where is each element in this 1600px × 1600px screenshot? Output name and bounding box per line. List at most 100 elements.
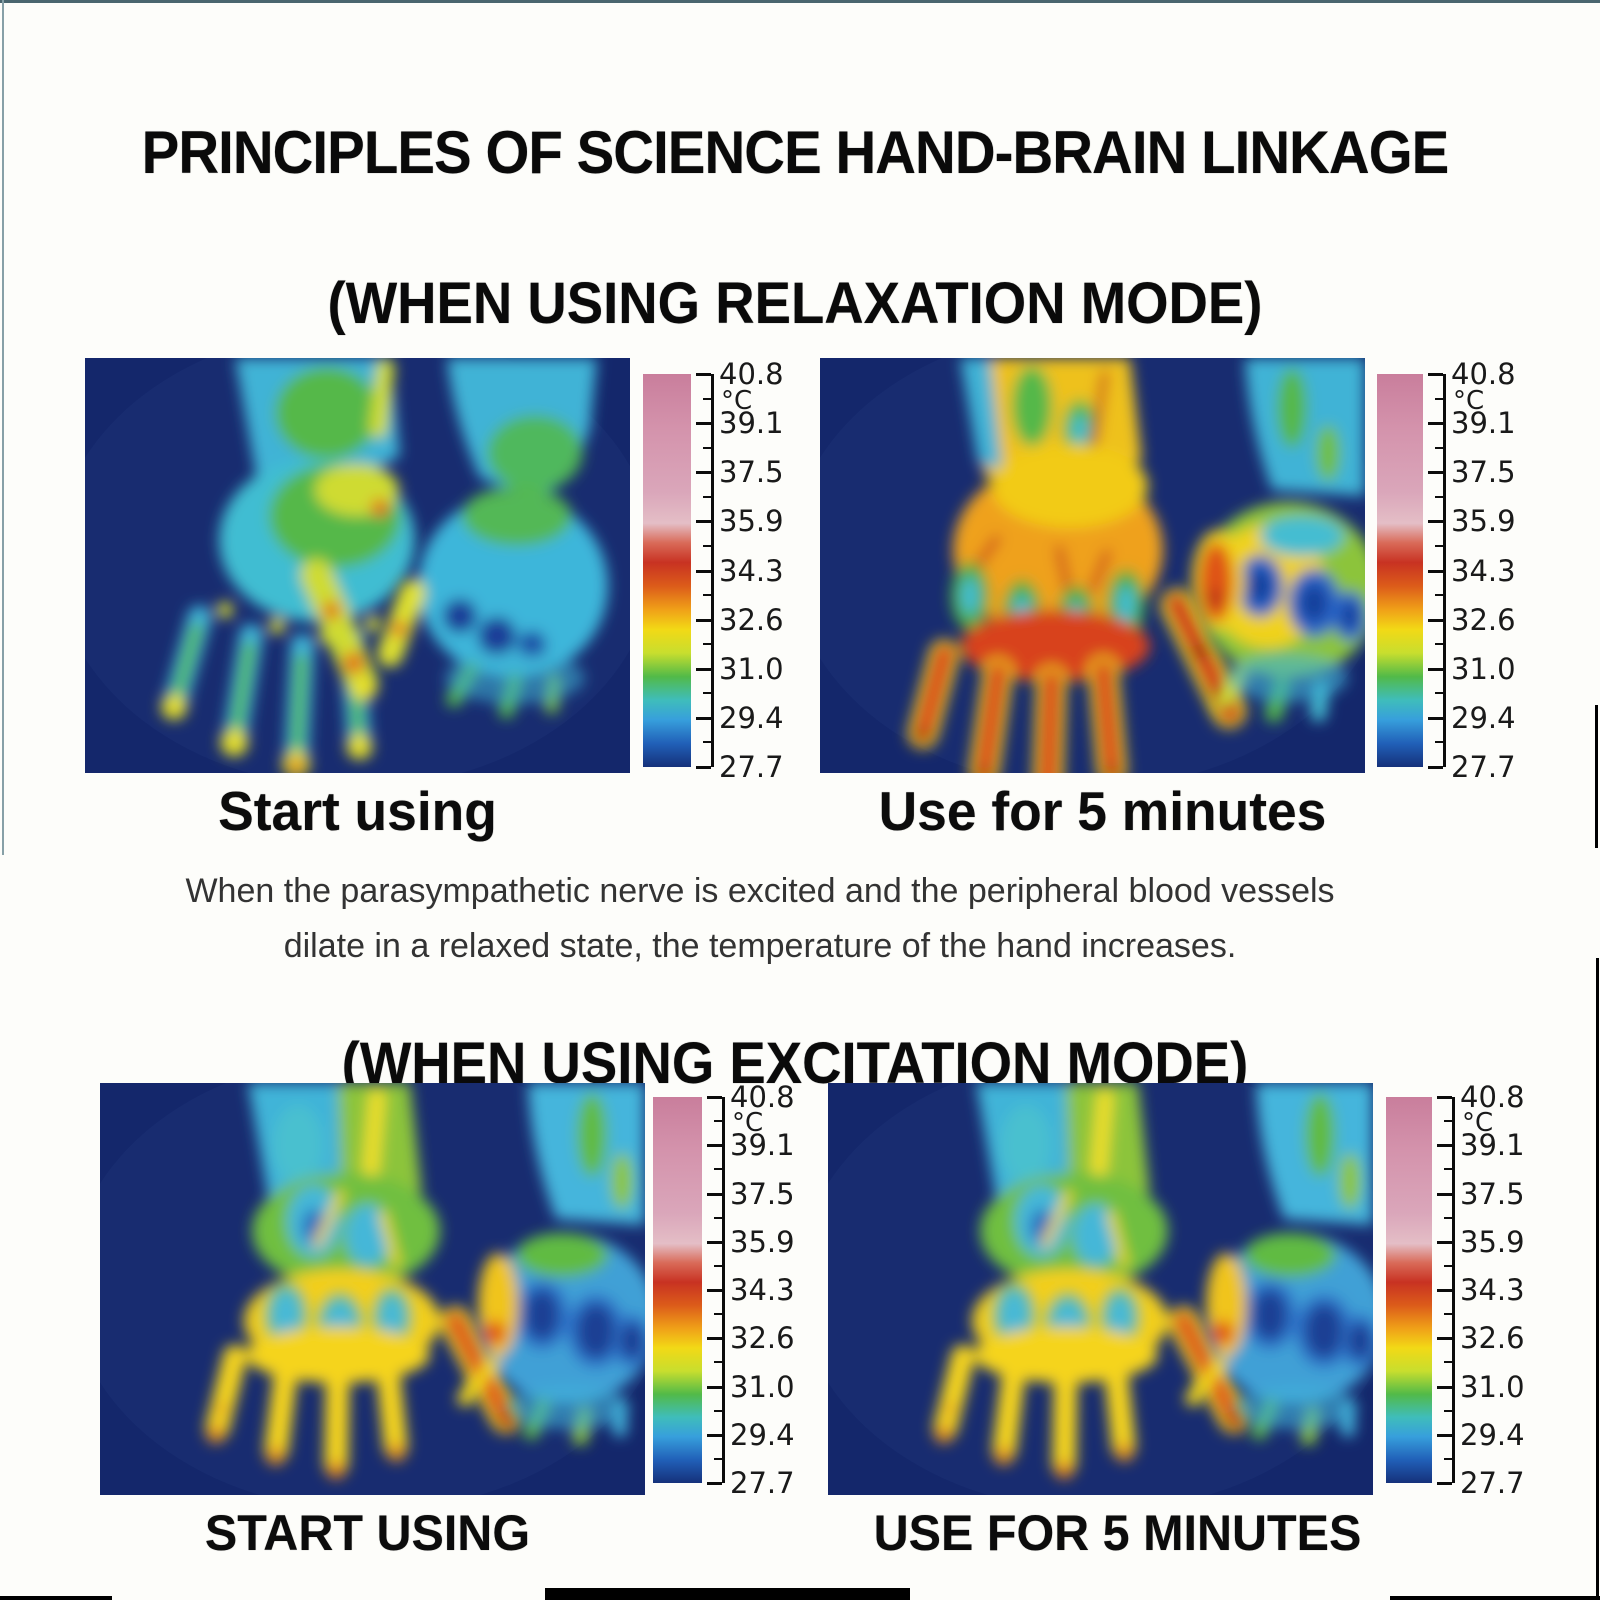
temp-scale-label: 27.7 bbox=[1460, 1466, 1525, 1500]
scale-tick bbox=[696, 471, 711, 475]
scale-tick bbox=[714, 1120, 722, 1123]
temp-scale-label: 27.7 bbox=[730, 1466, 795, 1500]
scale-tick bbox=[1444, 1313, 1452, 1316]
scale-tick bbox=[714, 1409, 722, 1412]
caption-relaxation-5min: Use for 5 minutes bbox=[878, 780, 1327, 842]
temp-scale-label: 39.1 bbox=[719, 406, 784, 441]
temp-scale-label: 32.6 bbox=[730, 1321, 795, 1356]
temp-scale-label: 27.7 bbox=[719, 750, 784, 784]
description-line-1: When the parasympathetic nerve is excite… bbox=[185, 872, 1335, 910]
scale-tick bbox=[696, 569, 711, 573]
temp-scale-label: 35.9 bbox=[1460, 1224, 1525, 1259]
temp-scale-label: 32.6 bbox=[719, 602, 784, 637]
thermal-image-relaxation-start bbox=[85, 358, 630, 773]
temp-scale-label: 31.0 bbox=[730, 1369, 795, 1404]
scale-tick bbox=[1435, 643, 1443, 646]
bottom-edge-artifact bbox=[545, 1588, 910, 1600]
scale-tick bbox=[707, 1433, 722, 1437]
temp-scale-label: °C bbox=[1453, 385, 1485, 416]
scale-tick bbox=[1444, 1361, 1452, 1364]
scale-tick bbox=[1437, 1482, 1452, 1485]
panel-relaxation-start: 40.8 °C 39.1 37.5 35.9 34.3 32.6 31.0 29.4 27.7 bbox=[85, 358, 805, 782]
scale-tick bbox=[707, 1289, 722, 1292]
scale-tick bbox=[1444, 1457, 1452, 1460]
temp-scale-label: 37.5 bbox=[719, 455, 784, 490]
thermal-image-relaxation-5min bbox=[820, 358, 1365, 773]
temp-scale-label: 27.7 bbox=[1451, 750, 1516, 784]
right-fist bbox=[1192, 358, 1365, 723]
scale-tick bbox=[1435, 544, 1443, 547]
page-left-border bbox=[2, 0, 4, 855]
temp-scale-label: 37.5 bbox=[730, 1176, 795, 1211]
caption-excitation-5min: USE FOR 5 MINUTES bbox=[873, 1505, 1362, 1561]
scale-tick bbox=[1435, 741, 1443, 744]
left-hand bbox=[161, 358, 415, 773]
temp-scale-label: 31.0 bbox=[1460, 1369, 1525, 1404]
scale-tick bbox=[714, 1168, 722, 1171]
temp-scale-label: 40.8 bbox=[719, 357, 784, 391]
scale-tick bbox=[1428, 520, 1443, 524]
scale-tick bbox=[703, 741, 711, 744]
scale-tick bbox=[1435, 397, 1443, 400]
temp-scale-label: 34.3 bbox=[1451, 553, 1516, 588]
scale-tick bbox=[1444, 1168, 1452, 1171]
scale-tick bbox=[714, 1457, 722, 1460]
scale-tick bbox=[696, 373, 711, 376]
temp-scale-label: 29.4 bbox=[1460, 1417, 1525, 1452]
right-edge-artifact bbox=[1595, 705, 1598, 848]
temp-scale-label: 29.4 bbox=[1451, 700, 1516, 735]
scale-tick bbox=[1444, 1216, 1452, 1219]
temp-scale-label: 32.6 bbox=[1451, 602, 1516, 637]
scale-tick bbox=[714, 1313, 722, 1316]
temp-scale-label: 35.9 bbox=[1451, 504, 1516, 539]
temp-scale-label: °C bbox=[1462, 1108, 1494, 1139]
temp-scale-label: 34.3 bbox=[719, 553, 784, 588]
temp-scale-label: 39.1 bbox=[1451, 406, 1516, 441]
caption-relaxation-start: Start using bbox=[218, 780, 497, 842]
scale-tick bbox=[1437, 1096, 1452, 1099]
panel-excitation-5min: 40.8 °C 39.1 37.5 35.9 34.3 32.6 31.0 29.4 27.7 bbox=[828, 1082, 1543, 1500]
temp-scale-label: 35.9 bbox=[719, 504, 784, 539]
description-line-2: dilate in a relaxed state, the temperatu… bbox=[283, 927, 1237, 965]
temp-scale-label: 29.4 bbox=[730, 1417, 795, 1452]
scale-tick bbox=[1444, 1264, 1452, 1267]
scale-tick bbox=[703, 544, 711, 547]
scale-tick bbox=[1428, 373, 1443, 376]
right-edge-artifact bbox=[1596, 958, 1599, 1600]
temp-scale-axis bbox=[1423, 373, 1446, 769]
temp-colorbar bbox=[643, 374, 691, 767]
scale-tick bbox=[707, 1144, 722, 1148]
scale-tick bbox=[703, 495, 711, 498]
temp-scale-label: 32.6 bbox=[1460, 1321, 1525, 1356]
relaxation-heading: (WHEN USING RELAXATION MODE) bbox=[327, 271, 1263, 337]
scale-tick bbox=[714, 1216, 722, 1219]
scale-tick bbox=[1428, 569, 1443, 573]
scale-tick bbox=[707, 1240, 722, 1244]
temp-scale-axis bbox=[691, 373, 714, 769]
scale-tick bbox=[707, 1482, 722, 1485]
scale-tick bbox=[1428, 422, 1443, 426]
temp-colorbar bbox=[1377, 374, 1423, 767]
scale-tick bbox=[707, 1385, 722, 1389]
relaxation-description: When the parasympathetic nerve is excite… bbox=[60, 864, 1460, 974]
panel-relaxation-5min: 40.8 °C 39.1 37.5 35.9 34.3 32.6 31.0 29.4 27.7 bbox=[820, 358, 1540, 782]
thermal-image-excitation-5min bbox=[828, 1083, 1373, 1495]
scale-tick bbox=[703, 594, 711, 597]
scale-tick bbox=[703, 397, 711, 400]
scale-tick bbox=[1428, 716, 1443, 720]
temp-scale-label: 29.4 bbox=[719, 700, 784, 735]
temp-scale-label: °C bbox=[732, 1108, 764, 1139]
left-hand bbox=[907, 358, 1247, 773]
scale-tick bbox=[696, 520, 711, 524]
scale-tick bbox=[1428, 766, 1443, 769]
scale-tick bbox=[714, 1264, 722, 1267]
temp-scale-label: 35.9 bbox=[730, 1224, 795, 1259]
temp-scale-labels: 40.8 °C 39.1 37.5 35.9 34.3 32.6 31.0 29.4 27.7 bbox=[719, 359, 799, 782]
page-title: PRINCIPLES OF SCIENCE HAND-BRAIN LINKAGE bbox=[141, 119, 1450, 187]
scale-tick bbox=[1444, 1409, 1452, 1412]
temp-scale-labels: 40.8 °C 39.1 37.5 35.9 34.3 32.6 31.0 29.4 27.7 bbox=[730, 1082, 810, 1498]
temp-scale-label: 37.5 bbox=[1451, 455, 1516, 490]
page-top-border bbox=[0, 0, 1600, 3]
bottom-edge-artifact bbox=[0, 1596, 112, 1600]
scale-tick bbox=[1437, 1144, 1452, 1148]
